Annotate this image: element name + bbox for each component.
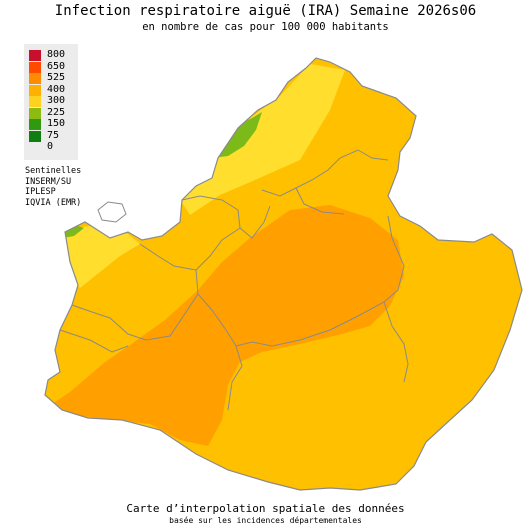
legend-item: 300 [24, 95, 78, 107]
legend-swatch [29, 50, 41, 61]
incidence-zone-light-west [60, 226, 140, 288]
department-borders [59, 149, 409, 411]
legend-label: 525 [47, 72, 66, 83]
legend-swatch [29, 61, 41, 73]
legend-item: 225 [24, 106, 78, 119]
legend-label: 400 [47, 83, 66, 95]
legend-label: 800 [47, 49, 66, 60]
footer-subcaption: basée sur les incidences départementales [169, 516, 362, 525]
legend-swatch [29, 96, 41, 107]
legend-label: 0 [47, 141, 54, 152]
map-title: Infection respiratoire aiguë (IRA) Semai… [54, 3, 477, 19]
color-legend: 800 650 525 400 300 225 150 75 0 [24, 44, 78, 160]
source-line: IQVIA (EMR) [25, 197, 82, 208]
legend-item: 650 [24, 60, 78, 73]
legend-item: 800 [24, 49, 78, 61]
map-subtitle: en nombre de cas pour 100 000 habitants [142, 21, 389, 33]
legend-swatch [29, 84, 41, 96]
legend-label: 150 [47, 118, 66, 129]
legend-item: 525 [24, 72, 78, 84]
data-sources: Sentinelles INSERM/SU IPLESP IQVIA (EMR) [25, 166, 81, 208]
legend-swatch [29, 73, 41, 84]
legend-item: 75 [24, 129, 78, 142]
legend-swatch [29, 142, 41, 153]
source-line: Sentinelles [25, 166, 82, 176]
enclave-valreas [97, 201, 127, 223]
incidence-zone-hot-center [46, 205, 404, 446]
legend-label: 650 [47, 60, 66, 72]
region-outline [44, 57, 523, 491]
legend-label: 75 [47, 129, 60, 141]
legend-label: 225 [47, 106, 66, 118]
legend-swatch [29, 119, 41, 130]
footer-caption: Carte d’interpolation spatiale des donné… [126, 502, 405, 515]
source-line: INSERM/SU [25, 176, 72, 187]
legend-label: 300 [47, 95, 66, 106]
legend-swatch [29, 130, 41, 142]
incidence-zone-light-north [180, 64, 345, 215]
legend-item: 150 [24, 118, 78, 130]
legend-swatch [29, 107, 41, 119]
source-line: IPLESP [25, 187, 56, 197]
legend-item: 0 [24, 141, 78, 153]
legend-item: 400 [24, 83, 78, 96]
